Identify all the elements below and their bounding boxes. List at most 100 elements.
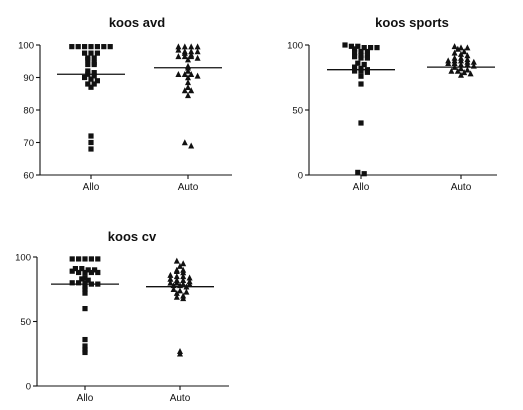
data-point-triangle [180,273,187,280]
data-point-square [91,73,97,79]
data-point-triangle [181,53,188,60]
data-point-square [85,277,91,283]
data-point-square [358,120,364,126]
data-point-square [82,275,88,281]
data-point-triangle [173,267,180,274]
data-point-triangle [194,72,201,79]
data-point-triangle [194,54,201,61]
data-point-triangle [461,69,468,76]
data-point-triangle [451,43,458,50]
data-point-triangle [464,61,471,68]
data-point-triangle [177,350,183,357]
y-tick-label: 50 [292,106,303,117]
data-point-triangle [173,273,180,280]
data-point-square [69,280,75,286]
data-point-triangle [194,48,201,55]
data-point-triangle [173,289,180,296]
data-point-square [358,55,364,61]
data-point-triangle [185,56,191,63]
y-tick-label: 50 [20,317,31,328]
data-point-square [95,256,101,262]
x-tick-label: Auto [451,182,472,193]
data-point-triangle [173,279,180,286]
data-point-triangle [448,67,455,74]
data-point-square [82,306,88,312]
y-tick-label: 0 [26,382,31,393]
data-point-triangle [445,60,452,66]
y-tick-label: 100 [18,41,34,52]
data-point-square [82,286,88,292]
x-tick-label: Allo [77,393,94,404]
data-point-square [88,146,94,152]
data-point-triangle [458,50,464,57]
data-point-triangle [464,66,471,73]
data-point-square [76,280,82,286]
data-point-square [358,73,364,79]
data-point-triangle [185,79,191,86]
data-point-square [79,276,85,282]
plot-koos-sports: koos sports 0 50 100 Allo Auto [287,15,497,193]
data-point-square [352,54,358,60]
data-point-square [355,60,361,66]
data-point-triangle [188,87,195,94]
data-point-square [94,50,100,56]
data-point-square [85,57,91,63]
data-point-square [361,45,367,51]
data-point-triangle [458,57,464,64]
data-point-square [82,343,88,349]
data-point-triangle [188,142,195,149]
data-point-square [358,81,364,87]
data-point-triangle [181,139,188,146]
data-point-triangle [185,84,191,91]
data-point-triangle [188,53,195,60]
data-point-triangle [470,58,477,65]
data-point-triangle [185,92,191,99]
data-point-square [88,256,94,262]
data-point-triangle [180,280,187,287]
data-point-square [361,61,367,68]
data-point-square [69,44,75,50]
data-point-square [82,269,88,276]
data-point-triangle [167,271,174,278]
data-point-triangle [177,287,183,294]
data-point-triangle [181,43,188,50]
data-point-triangle [175,43,182,50]
data-point-square [69,256,75,262]
x-tick-label: Allo [353,182,370,193]
data-point-square [361,171,367,177]
data-point-square [82,349,88,356]
data-point-triangle [458,65,464,72]
data-point-square [88,44,94,50]
data-point-triangle [186,274,193,281]
data-point-square [95,269,101,276]
data-point-triangle [188,43,195,50]
data-point-square [364,48,370,55]
data-point-square [82,74,88,81]
data-point-square [91,55,97,61]
data-point-square [355,43,361,49]
data-point-triangle [180,269,187,276]
x-tick-label: Auto [170,393,191,404]
data-point-triangle [458,44,464,51]
data-point-triangle [170,286,177,293]
data-point-square [355,169,361,175]
data-point-triangle [183,288,190,295]
y-tick-label: 70 [23,138,34,149]
data-point-square [85,68,91,74]
data-point-triangle [188,71,195,78]
plot-koos-cv: koos cv 0 50 100 Allo Auto [15,229,229,404]
chart-title: koos cv [108,229,157,244]
data-point-square [88,269,94,276]
data-point-triangle [458,61,464,68]
data-point-triangle [181,87,188,94]
y-tick-label: 60 [23,171,34,182]
data-point-triangle [185,67,191,74]
data-point-square [368,45,374,51]
y-tick-label: 100 [15,253,31,264]
data-point-square [88,139,94,146]
data-point-square [75,44,81,50]
data-point-square [94,78,100,84]
data-point-square [348,43,354,49]
data-point-square [82,44,88,50]
data-point-square [91,70,97,76]
